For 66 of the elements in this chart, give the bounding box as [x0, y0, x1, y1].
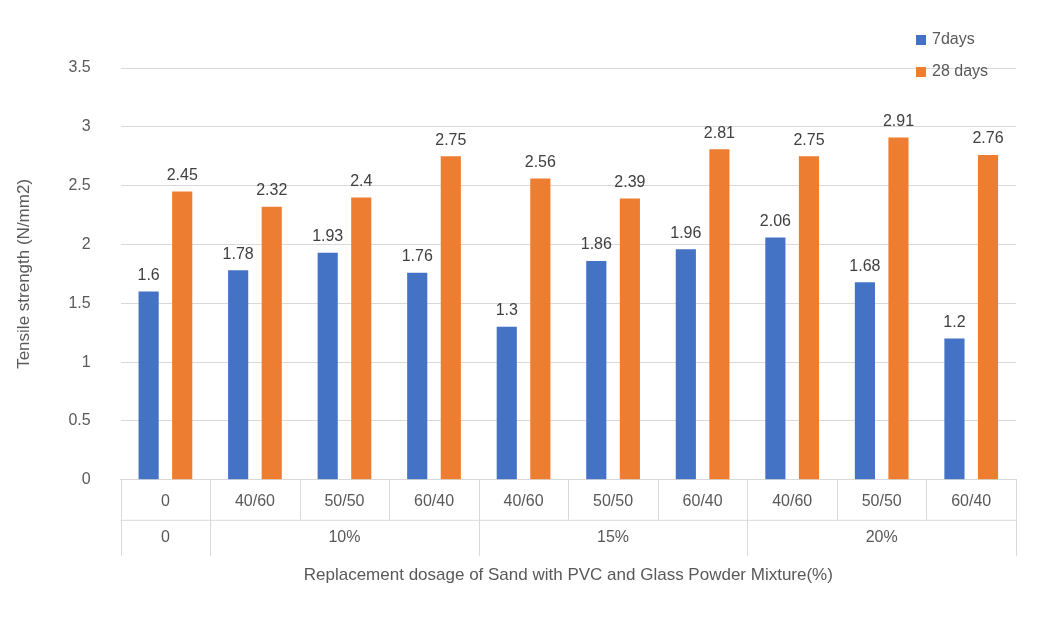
x-axis-title: Replacement dosage of Sand with PVC and Glass Powder Mixture(%) [303, 565, 833, 585]
data-label: 2.32 [256, 181, 288, 199]
legend-label: 7days [932, 30, 975, 48]
data-label: 1.76 [401, 247, 433, 265]
data-label: 2.06 [759, 211, 792, 229]
bar [709, 149, 730, 480]
x-tick-label: 60/40 [682, 491, 723, 509]
bar [496, 326, 517, 480]
x-tick-label: 50/50 [593, 491, 634, 509]
y-tick-label: 0.5 [68, 411, 91, 429]
x-tick-label: 40/60 [772, 491, 813, 509]
data-label: 2.81 [703, 123, 736, 141]
bar [228, 270, 249, 480]
x-tick-label: 0 [160, 491, 170, 509]
bar [798, 156, 820, 480]
x-tick-label: 60/40 [951, 491, 992, 509]
x-tick-label: 40/60 [234, 491, 276, 509]
data-label: 1.2 [943, 313, 966, 331]
data-label: 2.45 [166, 165, 198, 183]
x-tick-label: 40/60 [503, 491, 544, 509]
data-label: 2.76 [972, 129, 1004, 147]
text: 0 [160, 528, 170, 546]
data-label: 1.3 [495, 301, 518, 319]
bar [977, 155, 999, 480]
y-axis-title: Tensile strength (N/mm2) [13, 178, 33, 369]
data-label: 1.96 [670, 223, 702, 241]
data-label: 2.4 [350, 171, 373, 189]
bar [944, 338, 965, 480]
x-tick-label: 60/40 [413, 491, 455, 509]
bar [317, 252, 338, 480]
y-tick-label: 0 [81, 470, 91, 488]
bar [530, 178, 551, 480]
bar [440, 156, 461, 480]
bar [172, 191, 193, 480]
data-label: 1.86 [580, 235, 612, 253]
legend-label: 28 days [932, 62, 989, 80]
bar [138, 291, 159, 480]
data-label: 2.56 [524, 153, 557, 170]
bar [407, 272, 428, 480]
y-tick-label: 1.5 [68, 293, 91, 311]
data-label: 1.6 [137, 265, 160, 283]
data-label: 2.91 [882, 111, 915, 129]
data-label: 2.39 [614, 173, 646, 191]
y-tick-label: 1 [81, 352, 91, 370]
y-tick-label: 3 [81, 117, 91, 135]
bar [351, 197, 372, 480]
text: 10% [328, 528, 361, 546]
bar [675, 249, 696, 480]
bar [888, 137, 909, 480]
text: 20% [865, 528, 898, 546]
data-label: 2.75 [793, 130, 825, 148]
data-label: 1.78 [222, 244, 254, 262]
bar [619, 198, 640, 480]
bar [854, 282, 875, 480]
y-tick-label: 2 [81, 234, 91, 252]
bar [261, 206, 282, 480]
y-tick-label: 2.5 [68, 176, 91, 194]
bar [765, 237, 786, 480]
text: 15% [597, 528, 630, 546]
data-label: 1.93 [312, 227, 344, 245]
data-label: 1.68 [849, 256, 881, 274]
x-tick-label: 50/50 [324, 491, 365, 509]
bar [586, 260, 607, 480]
x-tick-label: 50/50 [861, 491, 902, 509]
data-label: 2.75 [435, 130, 467, 148]
y-tick-label: 3.5 [68, 58, 91, 76]
